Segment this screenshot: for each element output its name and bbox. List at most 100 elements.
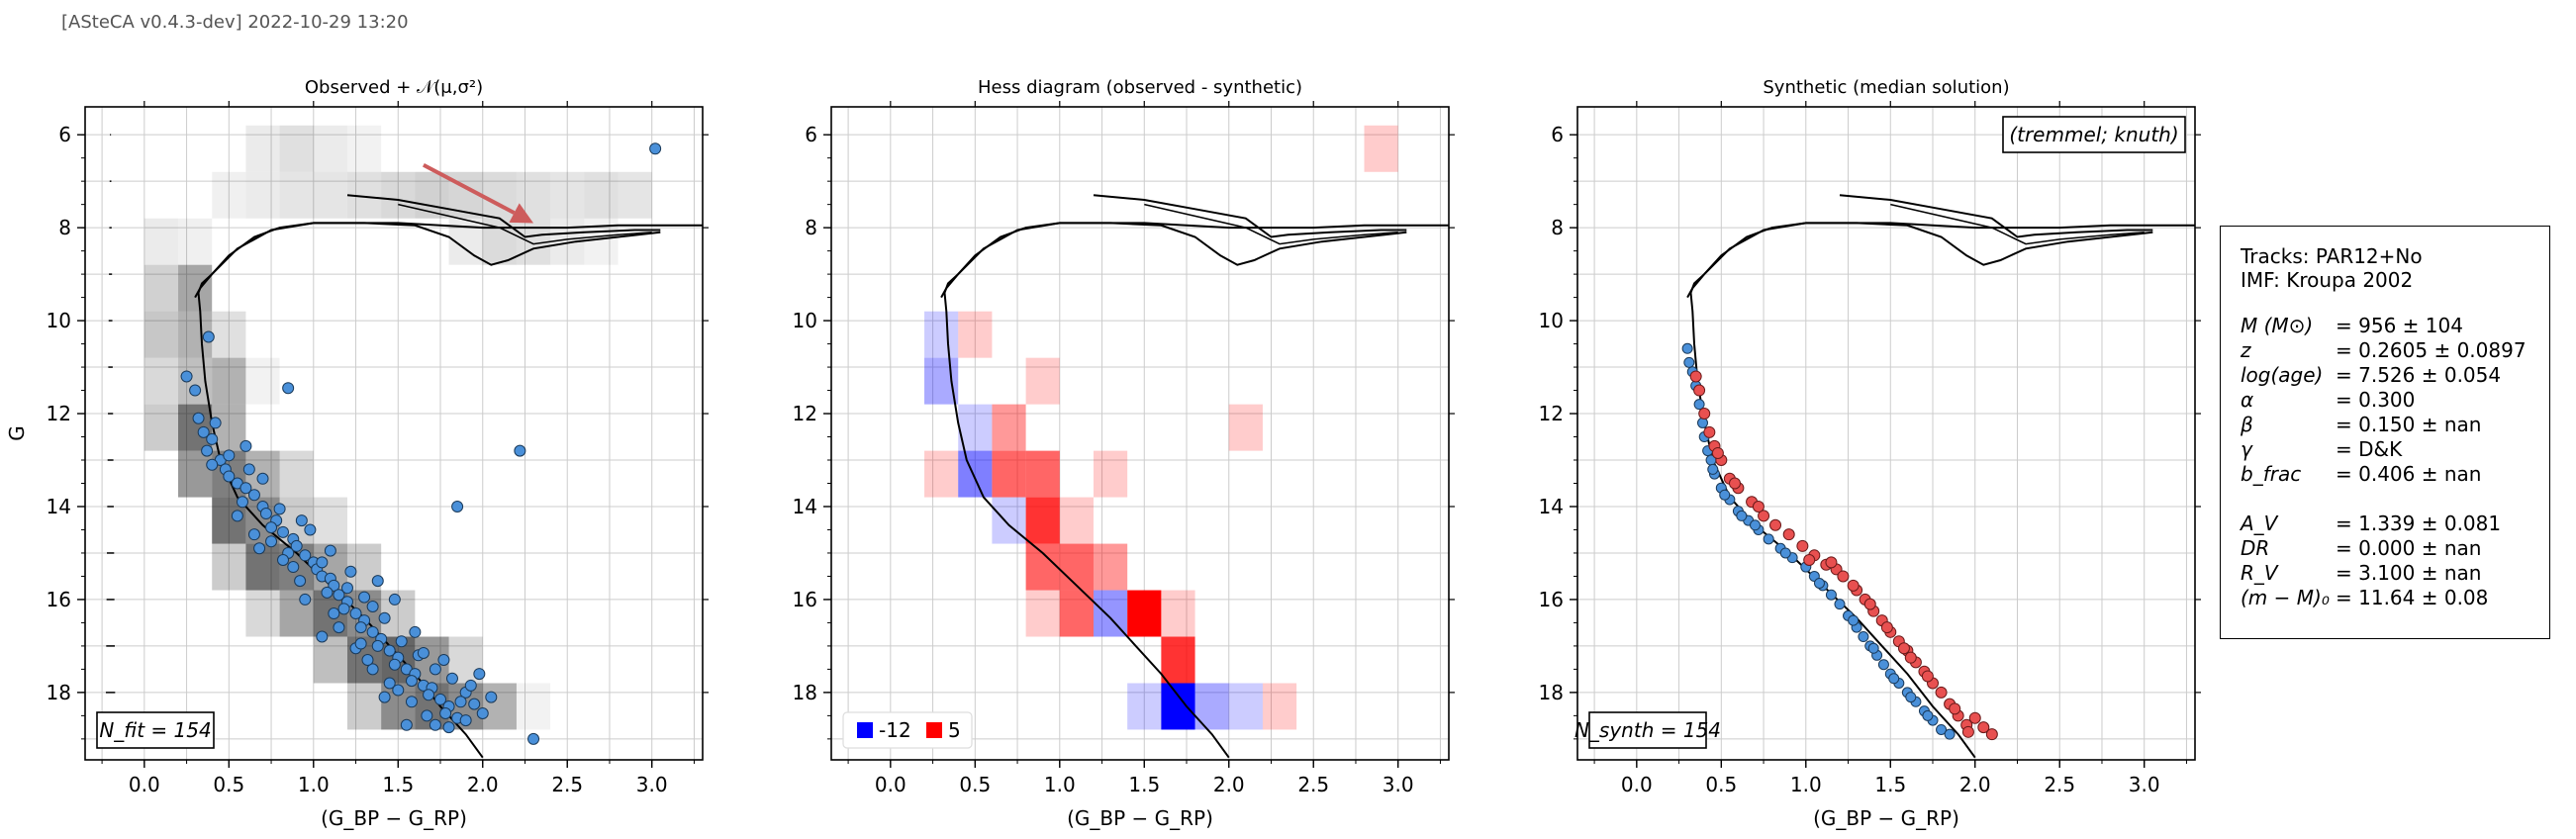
observed-star (282, 382, 295, 395)
y-tick-label: 14 (1539, 495, 1564, 518)
density-cell (584, 171, 619, 219)
parameter-value: = D&K (2336, 437, 2403, 461)
observed-star (299, 549, 312, 562)
density-cell (279, 171, 314, 219)
version-stamp: [ASteCA v0.4.3-dev] 2022-10-29 13:20 (61, 12, 409, 33)
density-cell (245, 590, 280, 637)
observed-star (434, 693, 447, 705)
hess-cell (1228, 404, 1263, 451)
x-tick-label: 0.0 (129, 773, 160, 796)
synthetic-star-binary (1728, 477, 1741, 490)
synthetic-star-single (1763, 533, 1774, 545)
density-cell (178, 450, 213, 498)
parameter-name: z (2241, 338, 2251, 362)
synthetic-star-binary (1904, 651, 1917, 664)
synthetic-star-single (1813, 577, 1825, 589)
synthetic-star-binary (1796, 539, 1809, 552)
observed-star (337, 603, 350, 615)
observed-star (378, 691, 391, 703)
synthetic-star-binary (1847, 579, 1860, 592)
hess-cell (1093, 543, 1128, 591)
hess-cell (924, 450, 959, 498)
y-tick-label: 6 (58, 123, 71, 146)
x-tick-label: 0.5 (959, 773, 991, 796)
panel-title: Observed + 𝒩(μ,σ²) (305, 77, 483, 98)
density-cell (245, 125, 280, 172)
observed-star (253, 542, 266, 555)
observed-star (442, 721, 455, 734)
parameter-name: (m − M)₀ (2241, 586, 2330, 609)
parameter-name: α (2241, 388, 2254, 412)
density-cell (143, 218, 179, 265)
observed-star (242, 463, 255, 476)
isochrone-line (1890, 203, 2145, 245)
observed-star (366, 663, 379, 676)
observed-star (371, 639, 384, 652)
parameter-row: b_frac = 0.406 ± nan (2241, 462, 2481, 486)
observed-star (180, 370, 193, 383)
parameter-row: β = 0.150 ± nan (2241, 413, 2481, 436)
synthetic-star-binary (1949, 702, 1961, 715)
parameter-value: = 3.100 ± nan (2336, 561, 2482, 585)
parameter-row: α = 0.300 (2241, 388, 2415, 412)
isochrone-line (398, 203, 652, 245)
isochrone-line (1686, 222, 2195, 299)
hess-cell (1127, 683, 1162, 730)
isochrone-line (1839, 194, 2153, 238)
observed-star (454, 696, 467, 708)
hess-cell (1161, 683, 1195, 730)
observed-star (423, 689, 435, 701)
panel-title: Hess diagram (observed - synthetic) (978, 77, 1302, 98)
observed-star (287, 561, 300, 574)
hess-cell (1025, 357, 1060, 405)
synthetic-star-binary (1935, 686, 1948, 699)
annotation-text: N_fit = 154 (99, 718, 211, 742)
density-cell (212, 357, 246, 405)
observed-star (429, 663, 441, 676)
observed-star (304, 523, 317, 536)
observed-star (383, 644, 396, 657)
y-tick-label: 16 (1539, 588, 1564, 611)
x-axis-label: (G_BP − G_RP) (1067, 806, 1213, 830)
observed-star (349, 607, 362, 620)
observed-star (429, 718, 441, 731)
observed-star (405, 675, 418, 688)
x-tick-label: 1.0 (298, 773, 330, 796)
synthetic-star-binary (1703, 425, 1716, 438)
synthetic-star-binary (1921, 670, 1934, 683)
parameter-name: R_V (2241, 561, 2278, 585)
synthetic-star-single (1944, 728, 1956, 740)
synthetic-star-binary (1698, 408, 1711, 420)
observed-star (333, 589, 345, 602)
x-tick-label: 0.0 (1621, 773, 1653, 796)
observed-star (354, 637, 367, 650)
parameter-row: DR = 0.000 ± nan (2241, 536, 2481, 560)
parameter-name: log(age) (2241, 363, 2324, 387)
parameter-value: = 1.339 ± 0.081 (2336, 512, 2502, 535)
x-tick-label: 0.5 (213, 773, 244, 796)
hess-cell (1127, 590, 1162, 637)
y-axis-label: G (5, 425, 29, 441)
synthetic-star-single (1834, 599, 1846, 610)
observed-star (239, 439, 252, 452)
parameter-value: = 0.2605 ± 0.0897 (2336, 338, 2527, 362)
plot-frame (84, 106, 704, 761)
x-tick-label: 2.5 (2044, 773, 2075, 796)
density-cell (482, 683, 517, 730)
observed-star (202, 330, 215, 343)
fit-parameters-box: Tracks: PAR12+No IMF: Kroupa 2002 M (M⊙)… (2220, 226, 2550, 639)
observed-star (378, 611, 391, 624)
observed-star (324, 544, 336, 557)
observed-star (468, 698, 481, 710)
observed-star (333, 621, 345, 634)
x-tick-label: 1.0 (1044, 773, 1076, 796)
observed-star (417, 646, 429, 659)
density-cell (279, 125, 314, 172)
x-tick-label: 2.0 (1213, 773, 1245, 796)
density-cell (178, 264, 213, 312)
y-tick-label: 18 (1539, 681, 1564, 704)
synthetic-star-binary (1985, 728, 1998, 741)
density-cell (143, 357, 179, 405)
density-cell (178, 218, 213, 265)
observed-star (294, 575, 307, 588)
